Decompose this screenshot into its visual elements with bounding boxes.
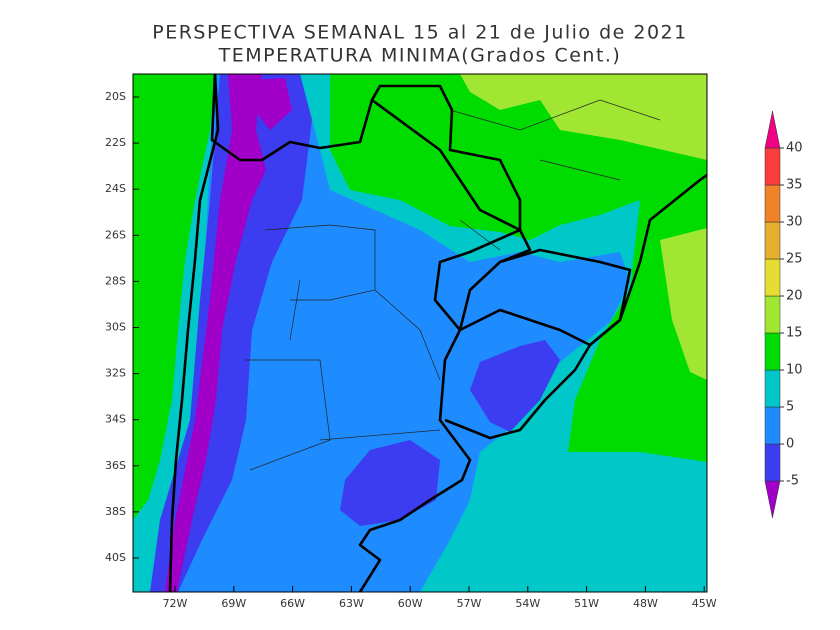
colorbar-end xyxy=(764,110,781,149)
country-border xyxy=(168,74,220,592)
colorbar-segment xyxy=(764,184,781,223)
colorbar-segment xyxy=(764,369,781,408)
colorbar-segment xyxy=(764,332,781,371)
lat-label: 40S xyxy=(105,551,126,564)
country-border xyxy=(371,98,532,331)
band-region xyxy=(660,228,707,380)
title-line: TEMPERATURA MINIMA(Grados Cent.) xyxy=(218,45,622,67)
lon-label: 51W xyxy=(574,597,599,610)
colorbar-label: 35 xyxy=(786,178,803,193)
colorbar-segment xyxy=(764,221,781,260)
country-border xyxy=(444,308,592,440)
lon-label: 69W xyxy=(221,597,246,610)
lat-label: 36S xyxy=(105,459,126,472)
colorbar-label: 10 xyxy=(786,363,803,378)
band-region xyxy=(133,74,215,520)
province-border xyxy=(245,99,661,471)
lon-label: 72W xyxy=(163,597,188,610)
lat-label: 20S xyxy=(105,90,126,103)
lon-label: 66W xyxy=(280,597,305,610)
lat-label: 28S xyxy=(105,274,126,287)
band-region xyxy=(470,340,560,432)
colorbar-label: 25 xyxy=(786,252,803,267)
coastline xyxy=(589,173,707,346)
band-region xyxy=(460,74,707,160)
colorbar-segment xyxy=(764,443,781,482)
band-region xyxy=(252,78,292,130)
lat-label: 30S xyxy=(105,321,126,334)
lat-label: 32S xyxy=(105,367,126,380)
lon-label: 63W xyxy=(339,597,364,610)
title-line: PERSPECTIVA SEMANAL 15 al 21 de Julio de… xyxy=(152,22,687,44)
lon-label: 60W xyxy=(398,597,423,610)
band-region xyxy=(340,440,440,526)
lon-label: 45W xyxy=(692,597,717,610)
colorbar-segment xyxy=(764,258,781,297)
colorbar-label: 40 xyxy=(786,141,803,156)
colorbar-segment xyxy=(764,295,781,334)
colorbar-end xyxy=(764,480,781,519)
temperature-field xyxy=(133,74,707,592)
lat-label: 38S xyxy=(105,505,126,518)
lat-label: 22S xyxy=(105,136,126,149)
lat-label: 34S xyxy=(105,413,126,426)
colorbar-label: 30 xyxy=(786,215,803,230)
lon-label: 54W xyxy=(515,597,540,610)
lon-label: 57W xyxy=(457,597,482,610)
axes: 20S 22S 24S 26S 28S 30S 32S 34S 36S 38S 40S 72W 69W 6… xyxy=(105,90,717,610)
lon-label: 48W xyxy=(633,597,658,610)
colorbar-label: 15 xyxy=(786,326,803,341)
colorbar: -5 0 5 10 15 20 25 30 35 40 xyxy=(764,110,803,519)
colorbar-label: 20 xyxy=(786,289,803,304)
band-region xyxy=(165,74,266,592)
colorbar-label: 0 xyxy=(786,437,794,452)
colorbar-segment xyxy=(764,406,781,445)
colorbar-segment xyxy=(764,147,781,186)
colorbar-label: -5 xyxy=(786,474,799,489)
lat-label: 24S xyxy=(105,182,126,195)
lat-label: 26S xyxy=(105,228,126,241)
map-frame xyxy=(132,73,708,593)
colorbar-label: 5 xyxy=(786,400,794,415)
